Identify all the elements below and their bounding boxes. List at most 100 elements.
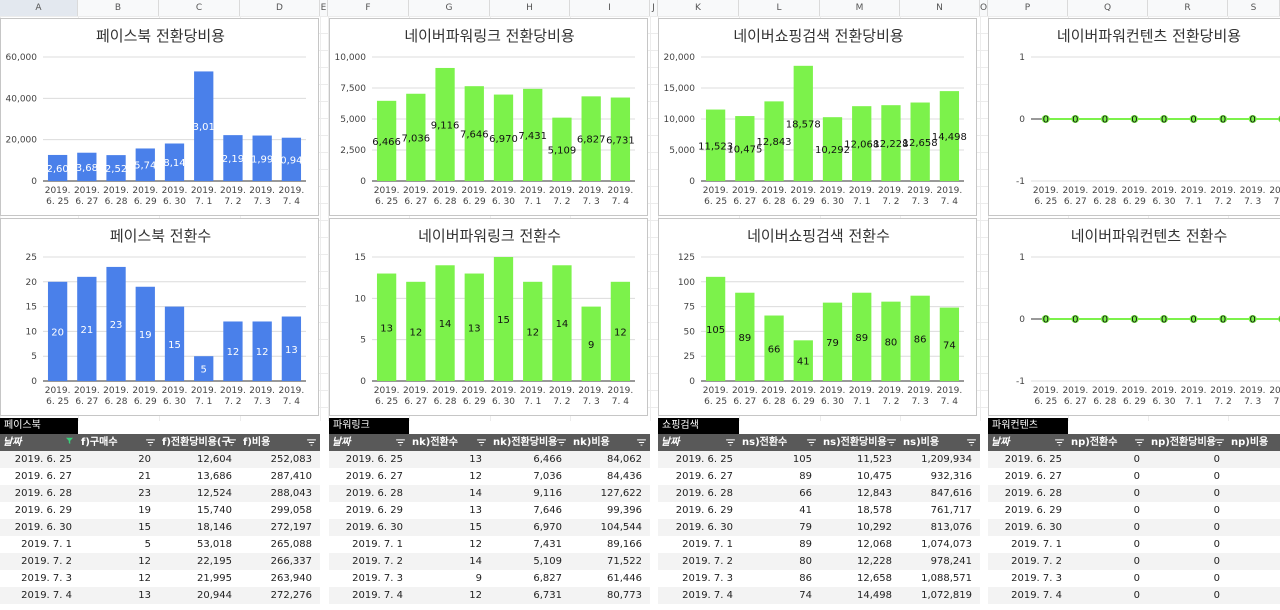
column-header[interactable]: 날짜 [658, 434, 739, 451]
bar[interactable] [939, 307, 960, 381]
cell-value[interactable]: 272,276 [270, 590, 312, 601]
chart-np-cv[interactable]: 네이버파워컨텐츠 전환수 1 0 -1 2019. 6. 25 2019. 6. 27 2019… [988, 218, 1280, 416]
cell-value[interactable]: 12,228 [857, 556, 892, 567]
bar[interactable] [881, 301, 901, 381]
cell-value[interactable]: 12 [469, 590, 482, 601]
cell-value[interactable]: 21,995 [197, 573, 232, 584]
bar[interactable] [223, 135, 243, 181]
cell-value[interactable]: 18,578 [857, 505, 892, 516]
bar[interactable] [47, 154, 68, 181]
bar[interactable] [581, 306, 601, 381]
cell-value[interactable]: 0 [1213, 505, 1220, 516]
cell-value[interactable]: 0 [1133, 556, 1140, 567]
data-point[interactable] [1160, 115, 1168, 123]
cell-value[interactable]: 84,436 [607, 471, 642, 482]
cell-date[interactable]: 2019. 6. 28 [345, 488, 403, 499]
cell-value[interactable]: 263,940 [270, 573, 312, 584]
cell-value[interactable]: 0 [1133, 522, 1140, 533]
filter-icon[interactable] [967, 439, 976, 446]
bar[interactable] [735, 116, 755, 181]
cell-value[interactable]: 22,195 [197, 556, 232, 567]
cell-date[interactable]: 2019. 6. 30 [345, 522, 403, 533]
bar[interactable] [552, 265, 572, 381]
bar[interactable] [464, 273, 484, 381]
cell-value[interactable]: 84,062 [607, 454, 642, 465]
cell-value[interactable]: 5 [1228, 502, 1280, 519]
cell-value[interactable]: 15 [469, 522, 482, 533]
cell-value[interactable]: 12 [469, 539, 482, 550]
bar[interactable] [881, 105, 901, 181]
cell-date[interactable]: 2019. 6. 27 [345, 471, 403, 482]
cell-value[interactable]: 80,773 [607, 590, 642, 601]
bar[interactable] [764, 101, 784, 181]
cell-value[interactable]: 0 [1213, 488, 1220, 499]
bar[interactable] [464, 86, 484, 181]
bar[interactable] [164, 306, 185, 381]
bar[interactable] [852, 106, 872, 181]
data-point[interactable] [1100, 115, 1109, 123]
cell-date[interactable]: 2019. 6. 25 [345, 454, 403, 465]
bar[interactable] [610, 97, 631, 181]
cell-value[interactable]: 6,731 [533, 590, 562, 601]
cell-value[interactable]: 5 [1228, 485, 1280, 502]
column-header-i[interactable]: I [570, 0, 650, 16]
cell-value[interactable]: 13 [469, 505, 482, 516]
bar[interactable] [252, 321, 272, 381]
chart-nk-cv[interactable]: 네이버파워링크 전환수 15 10 5 0 13 2019. 6. 25 12 2019. 6. 2… [329, 218, 648, 416]
cell-value[interactable]: 23 [138, 488, 151, 499]
cell-date[interactable]: 2019. 6. 27 [14, 471, 72, 482]
bar[interactable] [493, 94, 514, 181]
cell-value[interactable]: 41 [799, 505, 812, 516]
cell-date[interactable]: 2019. 7. 2 [352, 556, 403, 567]
filter-icon[interactable] [807, 439, 816, 446]
cell-value[interactable]: 12 [138, 573, 151, 584]
bar[interactable] [852, 292, 872, 381]
bar[interactable] [106, 266, 126, 381]
cell-value[interactable]: 0 [1213, 573, 1220, 584]
column-header[interactable]: 날짜 [988, 434, 1068, 451]
filter-icon[interactable] [65, 437, 74, 444]
column-header-k[interactable]: K [658, 0, 739, 16]
column-header[interactable]: 날짜 [0, 434, 78, 451]
cell-value[interactable]: 1,088,571 [921, 573, 972, 584]
bar[interactable] [106, 155, 126, 181]
column-header-d[interactable]: D [240, 0, 320, 16]
cell-value[interactable]: 847,616 [930, 488, 972, 499]
cell-date[interactable]: 2019. 7. 1 [1011, 539, 1062, 550]
cell-value[interactable]: 1,074,073 [921, 539, 972, 550]
cell-date[interactable]: 2019. 6. 25 [1004, 454, 1062, 465]
data-point[interactable] [1130, 315, 1139, 323]
cell-value[interactable]: 4 [1228, 468, 1280, 485]
cell-date[interactable]: 2019. 6. 30 [1004, 522, 1062, 533]
bar[interactable] [135, 286, 155, 381]
data-point[interactable] [1189, 315, 1198, 323]
cell-date[interactable]: 2019. 7. 1 [682, 539, 733, 550]
chart-fb-cpa[interactable]: 페이스북 전환당비용 60,000 40,000 20,000 0 12,604 2019.… [0, 18, 319, 216]
bar[interactable] [77, 152, 97, 181]
cell-value[interactable]: 86 [799, 573, 812, 584]
cell-value[interactable]: 14,498 [857, 590, 892, 601]
cell-value[interactable]: 12 [138, 556, 151, 567]
column-header-p[interactable]: P [988, 0, 1068, 16]
cell-date[interactable]: 2019. 7. 3 [682, 573, 733, 584]
column-header-b[interactable]: B [78, 0, 159, 16]
column-header-e[interactable]: E [320, 0, 328, 16]
bar[interactable] [194, 71, 214, 181]
bar[interactable] [77, 276, 97, 381]
cell-value[interactable]: 21 [138, 471, 151, 482]
cell-value[interactable]: 7,431 [533, 539, 562, 550]
cell-value[interactable]: 66 [799, 488, 812, 499]
bar[interactable] [281, 137, 302, 181]
column-header[interactable]: nk)전환당비용 [490, 434, 570, 451]
cell-value[interactable]: 0 [1213, 454, 1220, 465]
bar[interactable] [910, 102, 930, 181]
cell-value[interactable]: 71,522 [607, 556, 642, 567]
bar[interactable] [435, 67, 455, 181]
cell-date[interactable]: 2019. 7. 1 [352, 539, 403, 550]
bar[interactable] [194, 356, 214, 381]
filter-icon[interactable] [726, 439, 735, 446]
bar[interactable] [376, 100, 397, 181]
cell-value[interactable]: 79 [799, 522, 812, 533]
column-header[interactable]: nk)비용 [570, 434, 650, 451]
column-header[interactable]: ns)비용 [900, 434, 980, 451]
